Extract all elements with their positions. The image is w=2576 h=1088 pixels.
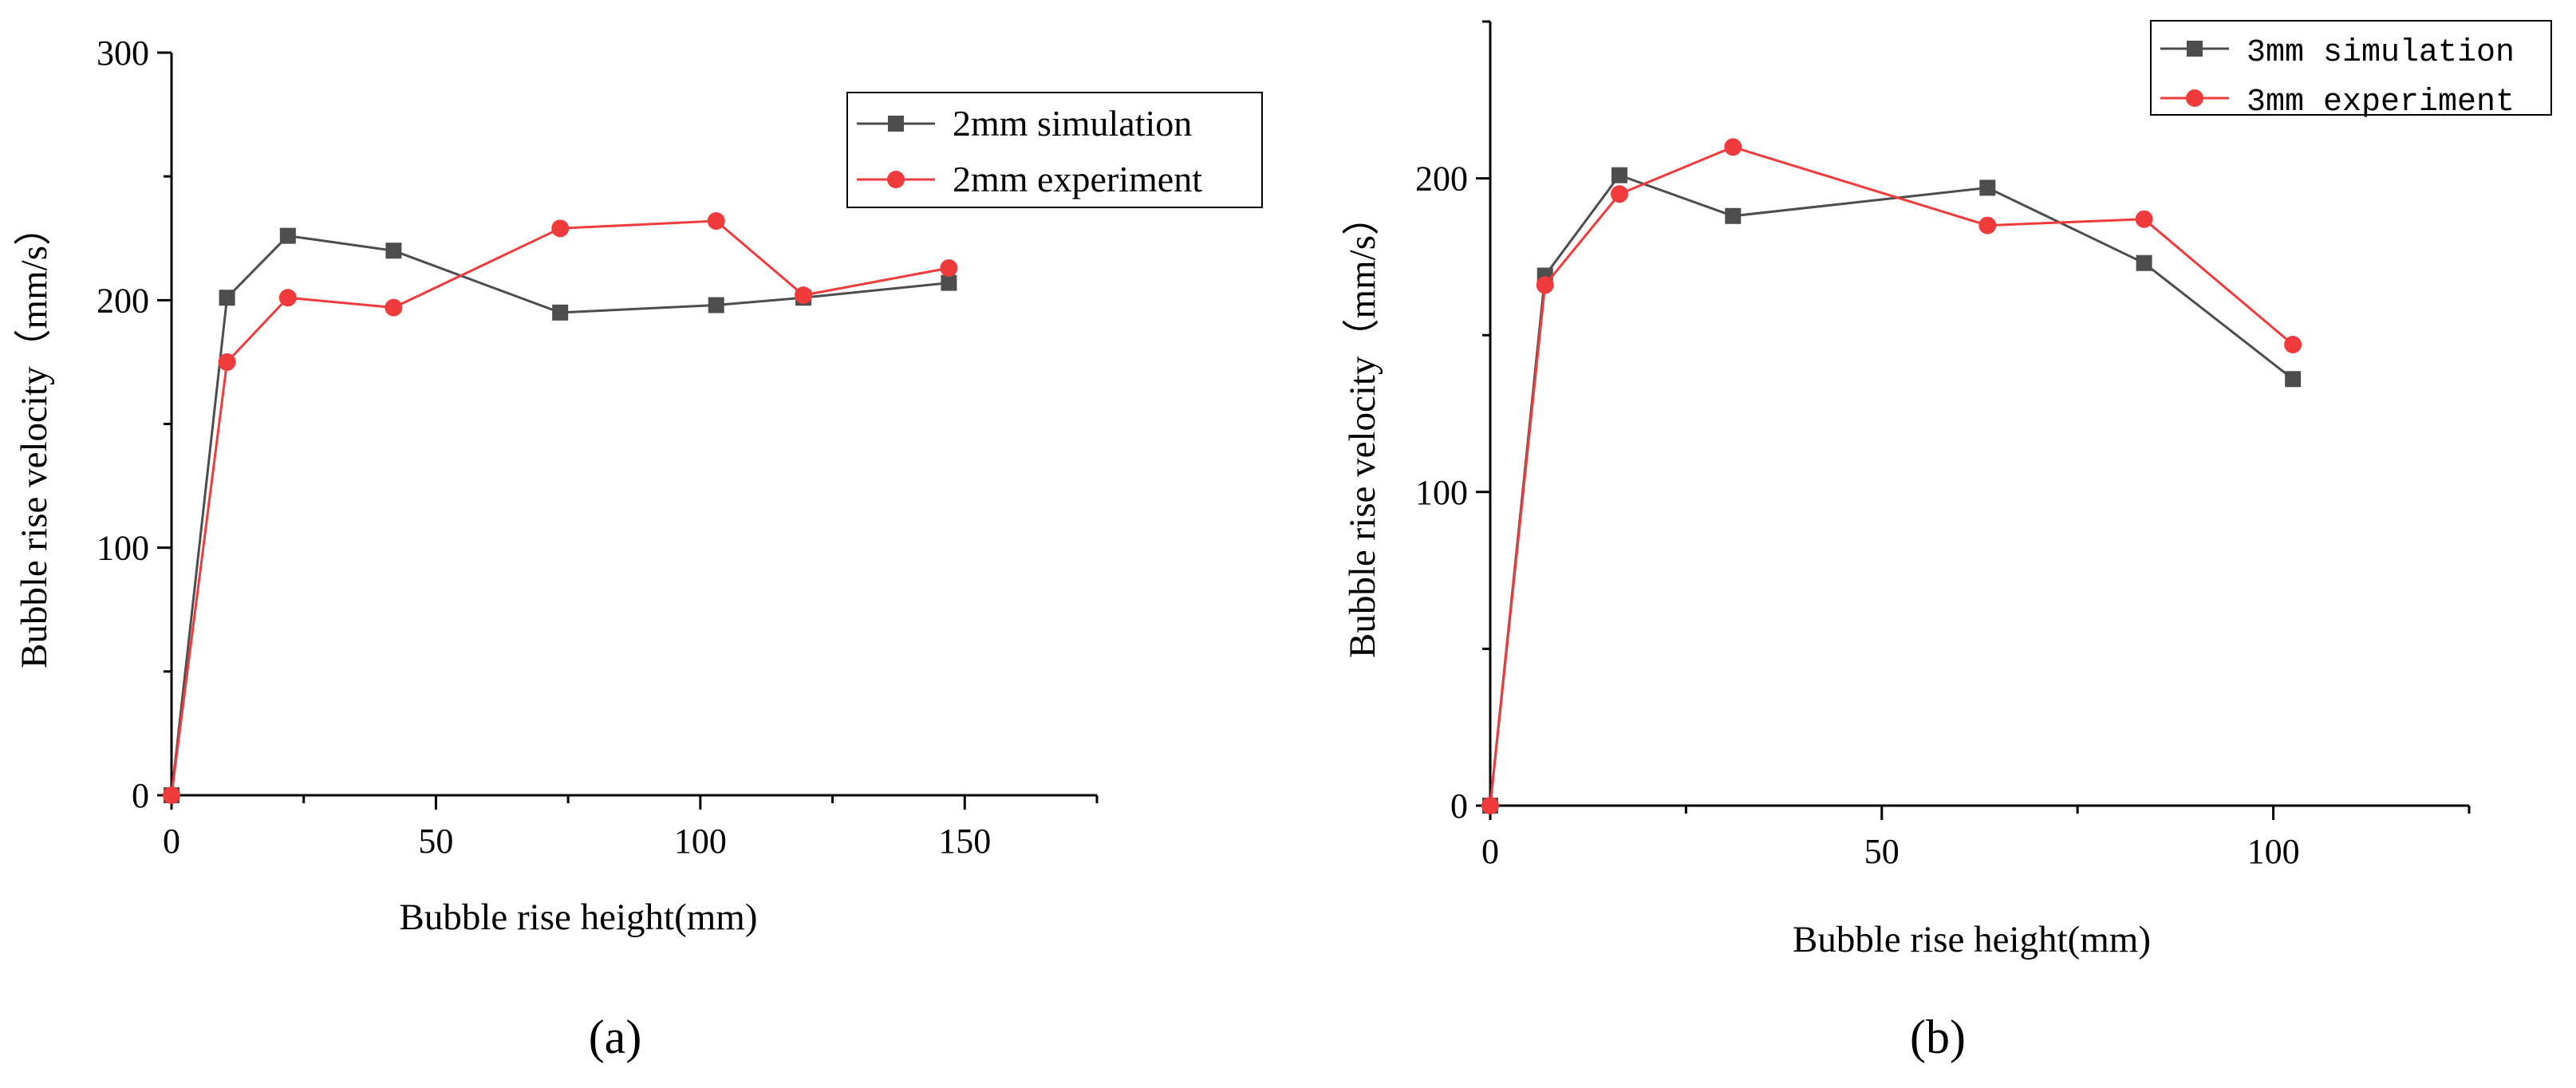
- data-point-circle: [1724, 138, 1742, 156]
- data-point-square: [219, 290, 235, 306]
- legend-marker-circle: [887, 171, 905, 188]
- data-point-circle: [707, 212, 725, 231]
- data-point-square: [385, 242, 402, 259]
- series-line-2mm-experiment: [170, 219, 949, 796]
- legend-label: 2mm experiment: [953, 159, 1202, 199]
- data-point-circle: [2284, 335, 2302, 353]
- y-tick-label: 0: [132, 776, 149, 815]
- data-point-square: [1611, 167, 1627, 183]
- legend-marker-square: [888, 116, 904, 132]
- y-tick-label: 300: [97, 34, 149, 73]
- x-tick-label: 50: [418, 822, 453, 861]
- y-tick-label: 200: [97, 281, 149, 320]
- x-axis-title: Bubble rise height(mm): [1793, 919, 2151, 960]
- y-tick-label: 200: [1415, 160, 1468, 199]
- x-axis-title: Bubble rise height(mm): [399, 897, 757, 938]
- series-line-2mm-simulation: [170, 235, 949, 796]
- data-point-circle: [163, 786, 180, 804]
- data-point-circle: [1481, 797, 1499, 814]
- chart-panel-b: 0 50 100 0 100 200 Bubble rise height(mm) Bubbl…: [1342, 20, 2552, 1063]
- x-tick-label: 0: [1481, 832, 1499, 871]
- y-axis-title: Bubble rise velocity（mm/s）: [1342, 198, 1383, 658]
- y-tick-label: 100: [97, 529, 149, 568]
- data-point-square: [2136, 254, 2152, 271]
- chart-panel-a: 0 50 100 150 0 100 200 300 Bubble rise height(mm…: [14, 34, 1263, 1063]
- legend-box: [846, 92, 1263, 208]
- legend-label: 3mm experiment: [2247, 85, 2515, 120]
- x-tick-label: 50: [1864, 832, 1899, 871]
- data-point-circle: [1536, 276, 1554, 294]
- data-point-circle: [1978, 216, 1997, 235]
- data-point-circle: [278, 289, 297, 307]
- y-axis-title: Bubble rise velocity（mm/s）: [14, 208, 55, 668]
- data-point-circle: [551, 219, 570, 238]
- data-point-circle: [940, 258, 958, 277]
- data-point-square: [279, 227, 296, 244]
- legend-marker-circle: [2186, 89, 2203, 107]
- x-tick-label: 150: [938, 822, 991, 861]
- data-point-circle: [218, 353, 236, 371]
- x-tick-label: 100: [674, 822, 727, 861]
- data-point-circle: [795, 286, 813, 305]
- y-tick-label: 0: [1450, 786, 1468, 826]
- data-point-square: [941, 274, 957, 291]
- y-tick-label: 100: [1415, 473, 1468, 512]
- data-point-circle: [2135, 210, 2153, 228]
- x-tick-label: 100: [2247, 832, 2300, 871]
- legend-marker-square: [2187, 41, 2203, 57]
- data-point-square: [552, 304, 569, 321]
- data-point-square: [1979, 179, 1996, 196]
- data-point-square: [2285, 371, 2302, 388]
- data-point-circle: [385, 298, 403, 317]
- panel-label: (a): [589, 1011, 642, 1063]
- legend-label: 2mm simulation: [953, 103, 1192, 144]
- x-tick-label: 0: [163, 822, 180, 861]
- data-point-square: [1725, 207, 1742, 224]
- data-point-circle: [1610, 185, 1628, 203]
- panel-label: (b): [1910, 1011, 1966, 1063]
- data-point-square: [708, 297, 724, 313]
- legend-label: 3mm simulation: [2247, 35, 2515, 71]
